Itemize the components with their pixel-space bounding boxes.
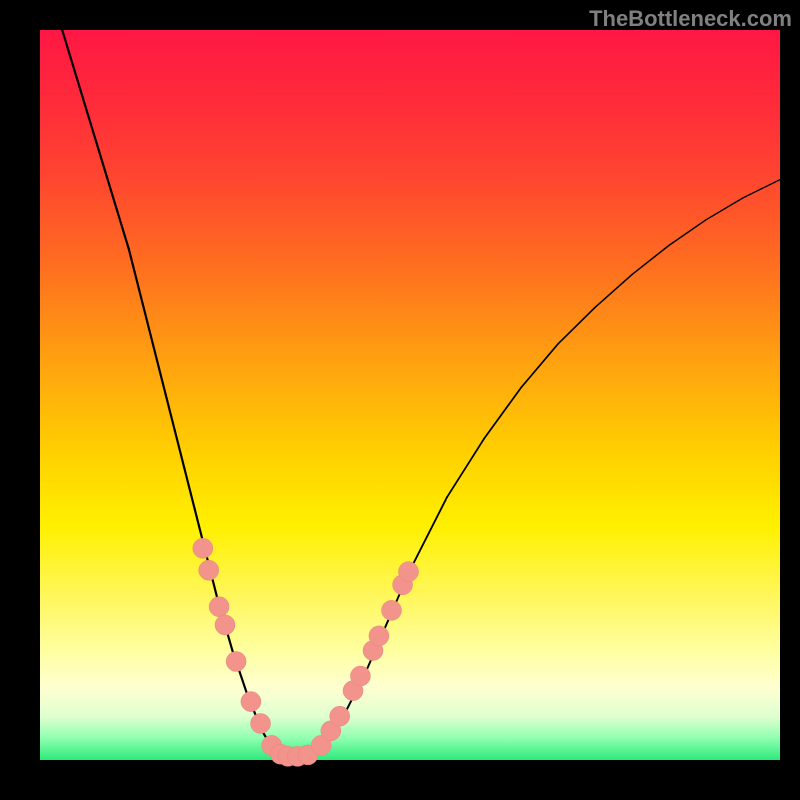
marker-left: [251, 714, 271, 734]
curve-right: [595, 275, 632, 308]
curve-right: [447, 439, 484, 497]
curve-right: [706, 198, 743, 220]
chart-svg: [0, 0, 800, 800]
curve-left: [84, 103, 106, 176]
curve-right: [484, 388, 521, 439]
marker-left: [193, 538, 213, 558]
marker-right: [350, 666, 370, 686]
curve-right: [521, 344, 558, 388]
curve-left: [147, 322, 166, 395]
watermark: TheBottleneck.com: [589, 6, 792, 32]
curve-right: [632, 245, 669, 274]
marker-left: [241, 692, 261, 712]
curve-right: [669, 220, 706, 246]
marker-left: [209, 597, 229, 617]
marker-right: [399, 562, 419, 582]
marker-left: [199, 560, 219, 580]
marker-right: [330, 706, 350, 726]
marker-right: [369, 626, 389, 646]
marker-left: [215, 615, 235, 635]
curve-left: [107, 176, 129, 249]
marker-left: [226, 651, 246, 671]
curve-left: [62, 30, 84, 103]
curve-left: [129, 249, 148, 322]
curve-right: [743, 180, 780, 198]
curve-left: [184, 468, 203, 541]
curve-right: [558, 307, 595, 344]
curve-left: [166, 395, 185, 468]
chart-container: TheBottleneck.com: [0, 0, 800, 800]
marker-right: [382, 600, 402, 620]
curve-right: [410, 497, 447, 570]
